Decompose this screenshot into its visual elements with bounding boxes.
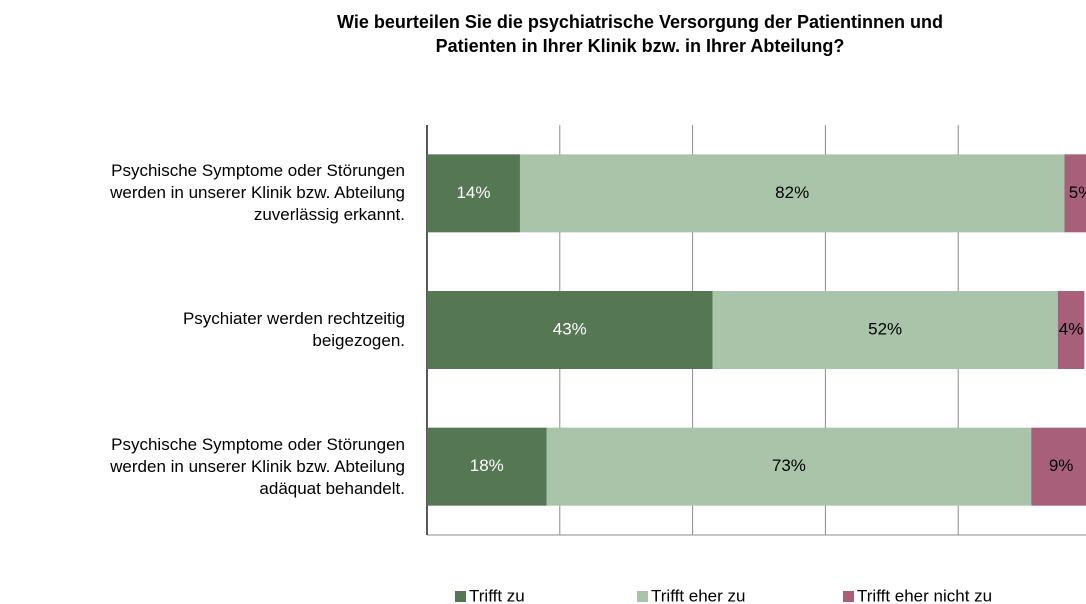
bar-segment: [1031, 427, 1086, 506]
data-label: 18%: [470, 456, 504, 475]
legend-swatch: [637, 591, 648, 602]
bar-segment: [427, 291, 713, 369]
bar-segment: [1057, 291, 1085, 369]
data-label: 43%: [553, 319, 587, 338]
legend-label: Trifft eher nicht zu: [857, 586, 992, 604]
legend-swatch: [455, 591, 466, 602]
category-label: Psychische Symptome oder Störungen werde…: [110, 434, 405, 498]
data-label: 9%: [1049, 456, 1074, 475]
data-label: 52%: [868, 319, 902, 338]
data-label: 73%: [772, 456, 806, 475]
legend-label: Trifft eher zu: [651, 586, 745, 604]
bar-segment: [427, 427, 547, 506]
data-label: 14%: [456, 183, 490, 202]
legend-label: Trifft zu: [469, 586, 525, 604]
bar-segment: [546, 427, 1032, 506]
bar-segment: [427, 154, 520, 233]
category-label: Psychische Symptome oder Störungen werde…: [110, 161, 405, 225]
data-label: 4%: [1059, 319, 1084, 338]
category-label: Psychiater werden rechtzeitig beigezogen…: [182, 309, 405, 350]
bar-segment: [1064, 154, 1086, 233]
data-label: 82%: [775, 183, 809, 202]
chart-title: Wie beurteilen Sie die psychiatrische Ve…: [337, 12, 943, 56]
data-label: 5%: [1069, 183, 1086, 202]
bar-segment: [712, 291, 1058, 369]
legend-swatch: [843, 591, 854, 602]
bar-segment: [519, 154, 1065, 233]
